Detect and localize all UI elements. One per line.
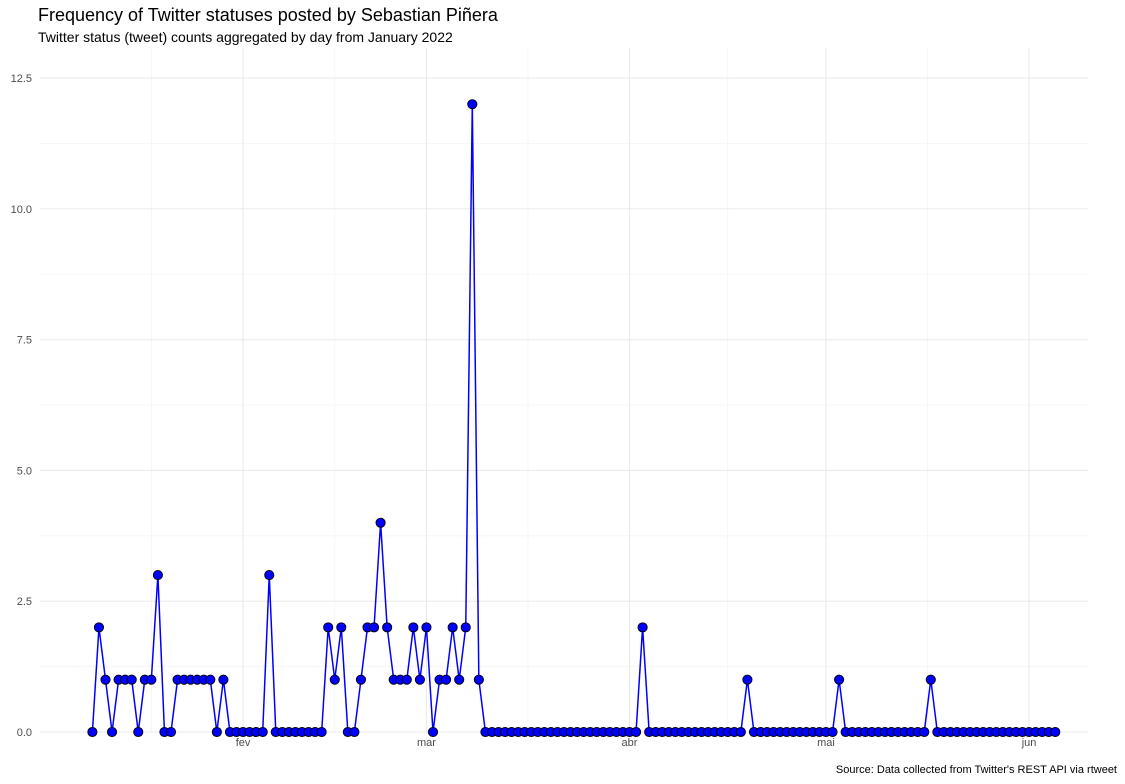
data-point xyxy=(152,570,163,581)
series-line xyxy=(91,103,1056,733)
chart-caption: Source: Data collected from Twitter's RE… xyxy=(835,764,1117,776)
data-point xyxy=(349,726,360,738)
data-point xyxy=(93,622,104,633)
chart-subtitle: Twitter status (tweet) counts aggregated… xyxy=(38,29,453,45)
data-point xyxy=(427,726,439,738)
data-point xyxy=(460,622,471,633)
data-point xyxy=(925,674,936,685)
y-tick-label: 7.5 xyxy=(17,335,32,347)
data-point xyxy=(375,517,386,528)
x-tick-label: jun xyxy=(1021,737,1037,749)
data-point xyxy=(126,674,137,685)
data-point xyxy=(637,622,648,633)
data-point xyxy=(735,726,746,738)
data-point xyxy=(421,622,432,633)
data-point xyxy=(336,622,347,633)
x-tick-label: fev xyxy=(236,737,251,749)
points-layer xyxy=(87,99,1061,738)
data-point xyxy=(631,726,642,738)
y-tick-label: 10.0 xyxy=(11,204,32,216)
data-point xyxy=(264,570,275,581)
data-point xyxy=(414,674,425,685)
data-point xyxy=(100,674,111,685)
x-tick-label: abr xyxy=(622,737,638,749)
data-point xyxy=(211,726,222,738)
data-point xyxy=(454,674,465,685)
data-point xyxy=(467,99,478,110)
axis-labels: 0.0 2.5 5.0 7.5 10.0 12.5 fev mar abr mai jun xyxy=(11,73,1037,749)
data-point xyxy=(133,726,144,738)
data-point xyxy=(205,674,216,685)
data-point xyxy=(257,726,268,738)
data-point xyxy=(834,674,845,685)
grid-layer xyxy=(40,48,1088,733)
data-point xyxy=(742,674,753,685)
data-point xyxy=(473,674,484,685)
data-point xyxy=(87,726,98,738)
data-point xyxy=(368,622,380,633)
data-point xyxy=(827,726,838,738)
series-layer xyxy=(91,103,1056,733)
data-point xyxy=(447,622,458,633)
data-point xyxy=(329,674,340,685)
data-point xyxy=(146,674,157,685)
data-point xyxy=(165,726,177,738)
data-point xyxy=(107,726,118,738)
data-point xyxy=(401,674,412,685)
data-point xyxy=(355,674,367,685)
data-point xyxy=(316,726,327,738)
data-point xyxy=(382,622,393,633)
data-point xyxy=(218,674,229,685)
y-tick-label: 0.0 xyxy=(17,727,32,739)
y-tick-label: 5.0 xyxy=(17,465,32,477)
x-tick-label: mar xyxy=(417,737,436,749)
data-point xyxy=(441,674,452,685)
y-tick-label: 2.5 xyxy=(17,596,32,608)
data-point xyxy=(408,622,419,633)
x-tick-label: mai xyxy=(817,737,835,749)
data-point xyxy=(323,622,334,633)
y-tick-label: 12.5 xyxy=(11,73,32,85)
chart-title: Frequency of Twitter statuses posted by … xyxy=(38,5,498,25)
data-point xyxy=(1050,726,1061,738)
data-point xyxy=(919,726,930,738)
